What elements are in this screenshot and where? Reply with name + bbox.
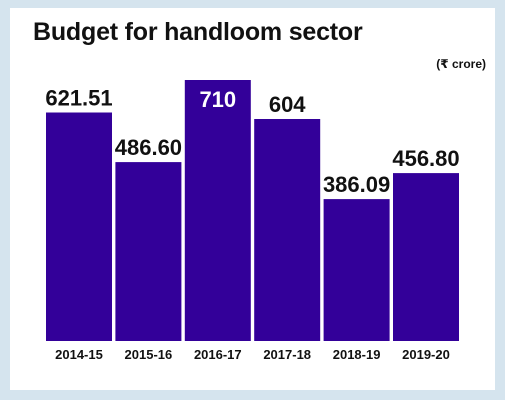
bar-2019-20 <box>393 173 459 341</box>
unit-label: (₹ crore) <box>436 57 486 71</box>
value-label-2015-16: 486.60 <box>115 135 182 160</box>
bar-2014-15 <box>46 112 112 341</box>
value-label-2019-20: 456.80 <box>392 146 459 171</box>
value-label-2018-19: 386.09 <box>323 172 390 197</box>
value-label-2016-17: 710 <box>199 87 236 112</box>
category-label-2015-16: 2015-16 <box>125 347 173 362</box>
category-label-2019-20: 2019-20 <box>402 347 450 362</box>
bar-2015-16 <box>115 162 182 341</box>
value-label-2014-15: 621.51 <box>45 86 112 111</box>
category-label-2018-19: 2018-19 <box>333 347 381 362</box>
bar-2018-19 <box>323 199 390 341</box>
category-label-2014-15: 2014-15 <box>55 347 103 362</box>
bar-2016-17 <box>184 80 251 341</box>
category-label-2016-17: 2016-17 <box>194 347 242 362</box>
value-label-2017-18: 604 <box>269 92 306 117</box>
chart-title: Budget for handloom sector <box>33 18 363 46</box>
bar-2017-18 <box>254 119 321 341</box>
category-label-2017-18: 2017-18 <box>263 347 311 362</box>
